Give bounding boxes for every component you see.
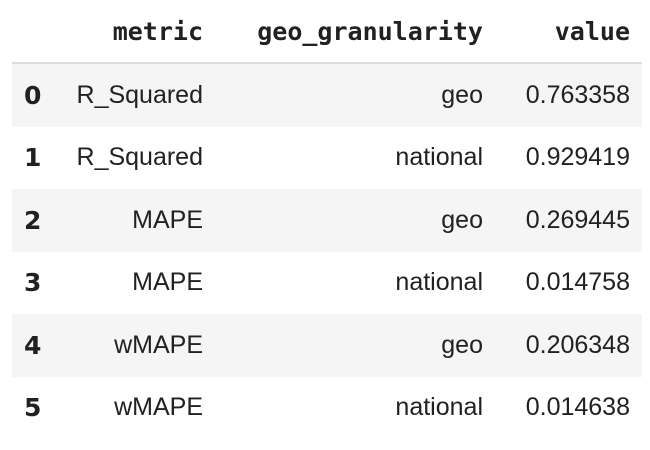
row-index: 4 (12, 314, 62, 377)
table-row: 3 MAPE national 0.014758 (12, 252, 642, 315)
table-row: 0 R_Squared geo 0.763358 (12, 63, 642, 127)
geo-granularity-cell: geo (215, 189, 495, 252)
row-index: 1 (24, 143, 42, 173)
geo-granularity-cell: geo (215, 314, 495, 377)
header-row: metric geo_granularity value (12, 0, 642, 64)
value-header: value (495, 0, 642, 64)
row-index: 2 (12, 189, 62, 252)
value-cell: 0.929419 (525, 143, 630, 172)
value-cell: 0.269445 (495, 189, 642, 252)
geo-granularity-cell: national (395, 393, 483, 422)
geo-granularity-cell: geo (215, 63, 495, 127)
metric-cell: MAPE (62, 189, 215, 252)
metric-cell: R_Squared (76, 143, 203, 172)
row-index: 5 (24, 393, 42, 423)
row-index: 3 (24, 268, 42, 298)
table-row: 1 R_Squared national 0.929419 (12, 127, 642, 190)
metric-cell: MAPE (132, 268, 203, 297)
metric-header: metric (62, 0, 215, 64)
geo-granularity-cell: national (395, 143, 483, 172)
value-cell: 0.014638 (525, 393, 630, 422)
dataframe-table: metric geo_granularity value 0 R_Squared g… (12, 0, 642, 439)
value-cell: 0.763358 (495, 63, 642, 127)
value-cell: 0.206348 (495, 314, 642, 377)
geo-granularity-cell: national (395, 268, 483, 297)
table-row: 2 MAPE geo 0.269445 (12, 189, 642, 252)
metric-cell: R_Squared (62, 63, 215, 127)
value-cell: 0.014758 (525, 268, 630, 297)
index-header (12, 0, 62, 64)
metric-cell: wMAPE (114, 393, 203, 422)
metric-cell: wMAPE (62, 314, 215, 377)
table-row: 5 wMAPE national 0.014638 (12, 377, 642, 440)
geo-granularity-header: geo_granularity (215, 0, 495, 64)
table-row: 4 wMAPE geo 0.206348 (12, 314, 642, 377)
row-index: 0 (12, 63, 62, 127)
